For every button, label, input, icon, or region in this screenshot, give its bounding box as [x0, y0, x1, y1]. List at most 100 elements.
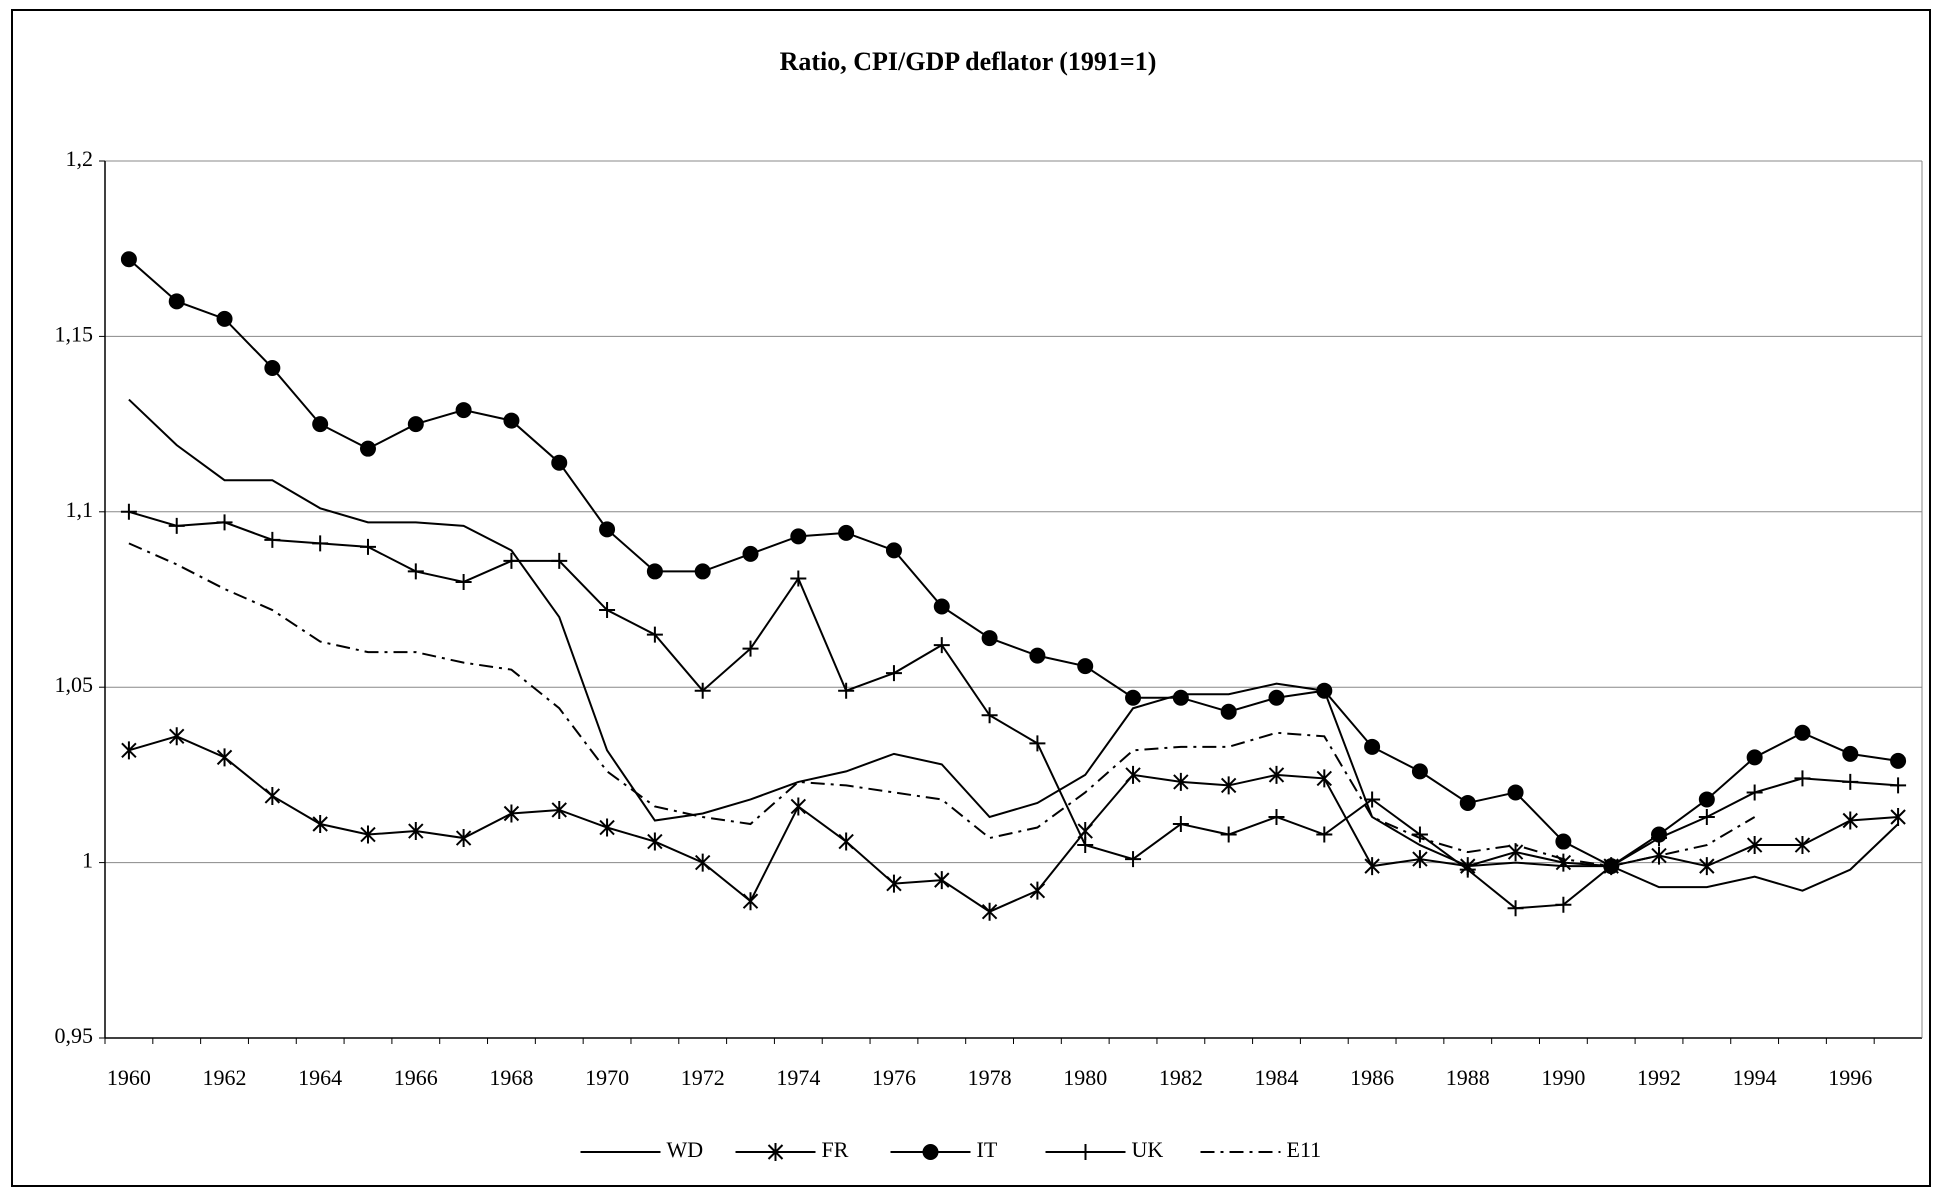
marker — [599, 521, 616, 538]
marker — [885, 542, 902, 559]
marker — [312, 815, 328, 834]
marker — [838, 832, 854, 851]
marker — [1842, 811, 1858, 830]
marker — [551, 552, 568, 569]
marker — [503, 412, 520, 429]
marker — [120, 503, 137, 520]
marker — [922, 1144, 939, 1160]
marker — [599, 818, 615, 837]
marker — [1746, 784, 1763, 801]
marker — [216, 748, 233, 767]
marker — [1268, 765, 1285, 784]
x-tick-label: 1982 — [1159, 1065, 1203, 1090]
marker — [169, 727, 185, 746]
marker — [1268, 689, 1285, 706]
x-tick-label: 1992 — [1637, 1065, 1681, 1090]
marker — [1507, 900, 1524, 917]
marker — [933, 598, 950, 615]
marker — [1794, 836, 1811, 855]
marker — [121, 741, 137, 760]
marker — [1220, 776, 1237, 795]
marker — [216, 310, 233, 327]
marker — [742, 892, 759, 911]
marker — [934, 871, 950, 890]
marker — [981, 707, 998, 724]
marker — [1698, 808, 1715, 825]
marker — [1029, 735, 1046, 752]
marker — [694, 682, 711, 699]
marker — [455, 573, 472, 590]
marker — [1411, 763, 1428, 780]
marker — [790, 528, 807, 545]
marker — [359, 440, 376, 457]
marker — [216, 514, 233, 531]
marker — [981, 630, 998, 647]
marker — [647, 832, 663, 851]
marker — [790, 797, 807, 816]
marker — [1555, 833, 1572, 850]
marker — [1316, 769, 1333, 788]
marker — [646, 563, 663, 580]
marker — [1459, 861, 1476, 878]
marker — [312, 535, 329, 552]
y-tick-label: 1,2 — [66, 146, 94, 171]
marker — [1890, 777, 1907, 794]
marker — [838, 524, 855, 541]
y-tick-label: 0,95 — [55, 1023, 94, 1048]
marker — [1316, 826, 1333, 843]
marker — [503, 552, 520, 569]
marker — [599, 602, 616, 619]
marker — [886, 874, 902, 893]
marker — [551, 454, 568, 471]
y-tick-label: 1,05 — [55, 672, 94, 697]
marker — [1125, 851, 1142, 868]
marker — [1125, 765, 1141, 784]
marker — [1746, 836, 1763, 855]
series-line — [128, 735, 1899, 913]
series-line — [128, 510, 1899, 910]
x-tick-label: 1980 — [1063, 1065, 1107, 1090]
marker — [767, 1143, 784, 1161]
marker — [407, 563, 424, 580]
marker — [312, 416, 329, 433]
x-tick-label: 1990 — [1541, 1065, 1585, 1090]
series-line — [128, 258, 1899, 868]
marker — [455, 829, 472, 848]
marker — [1364, 738, 1381, 755]
x-tick-label: 1976 — [872, 1065, 916, 1090]
x-tick-label: 1984 — [1254, 1065, 1298, 1090]
x-tick-label: 1970 — [585, 1065, 629, 1090]
legend-label: E11 — [1287, 1137, 1322, 1162]
series-line — [128, 542, 1756, 868]
marker — [1029, 881, 1046, 900]
marker — [1173, 772, 1189, 791]
marker — [646, 626, 663, 643]
marker — [264, 359, 281, 376]
x-tick-label: 1962 — [203, 1065, 247, 1090]
y-tick-label: 1,1 — [66, 497, 94, 522]
x-tick-label: 1978 — [968, 1065, 1012, 1090]
x-tick-label: 1968 — [489, 1065, 533, 1090]
marker — [1459, 794, 1476, 811]
marker — [694, 853, 711, 872]
x-tick-label: 1960 — [107, 1065, 151, 1090]
marker — [1125, 689, 1142, 706]
x-tick-label: 1964 — [298, 1065, 342, 1090]
x-tick-label: 1988 — [1446, 1065, 1490, 1090]
marker — [1364, 857, 1380, 876]
y-tick-label: 1 — [82, 848, 93, 873]
marker — [1842, 745, 1859, 762]
x-tick-label: 1996 — [1828, 1065, 1872, 1090]
marker — [694, 563, 711, 580]
marker — [359, 538, 376, 555]
legend-label: UK — [1132, 1137, 1164, 1162]
marker — [1316, 682, 1333, 699]
y-tick-label: 1,15 — [55, 321, 94, 346]
marker — [551, 800, 567, 819]
marker — [1411, 826, 1428, 843]
marker — [264, 786, 281, 805]
marker — [790, 570, 807, 587]
chart-title: Ratio, CPI/GDP deflator (1991=1) — [780, 47, 1157, 76]
marker — [360, 825, 376, 844]
